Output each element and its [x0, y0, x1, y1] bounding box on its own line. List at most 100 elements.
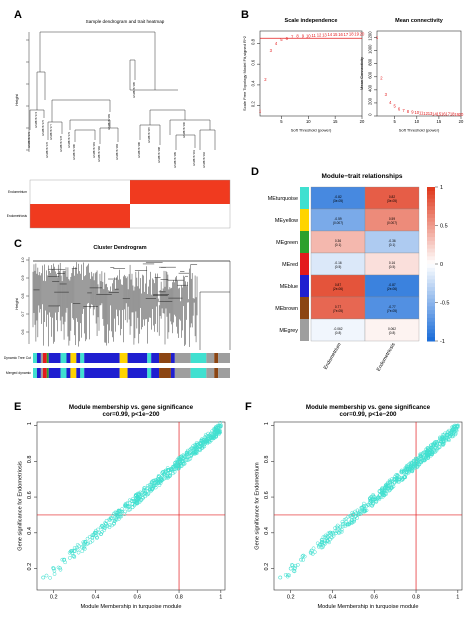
gene-point [368, 498, 373, 503]
legend-gradient [427, 252, 435, 257]
gene-point [160, 477, 164, 482]
data-point: 17 [445, 112, 450, 117]
data-point: 2 [380, 76, 383, 81]
gene-point [173, 464, 178, 469]
gene-point [218, 424, 223, 429]
heatmap-cell [130, 180, 230, 204]
data-point: 8 [407, 109, 410, 114]
x-axis-label: Module Membership in turquoise module [80, 604, 181, 610]
leaf-label: GSM6757181 [92, 141, 96, 158]
y-tick-label: 0.2 [251, 101, 256, 107]
legend-gradient [427, 260, 435, 265]
x-tick-label: 5 [394, 119, 397, 124]
gene-point [94, 531, 99, 535]
module-color-swatch [300, 253, 309, 275]
legend-gradient [427, 321, 435, 327]
gene-point [372, 497, 377, 502]
gene-point [130, 502, 135, 506]
gene-point [404, 470, 409, 475]
gene-point [145, 484, 150, 488]
module-color-bar [80, 353, 85, 363]
gene-point [48, 575, 52, 580]
gene-point [412, 462, 416, 467]
data-point: 7 [402, 108, 405, 113]
gene-point [369, 499, 374, 504]
cluster-dendrogram: Cluster Dendrogram 1.0 0.9 0.8 0.7 0.6 Height D… [4, 245, 231, 378]
gene-point [206, 434, 211, 439]
gene-point [351, 512, 356, 517]
module-color-bar [174, 368, 191, 378]
y-axis-label: Height [14, 297, 19, 309]
module-color-swatch [300, 319, 309, 341]
cell-pvalue: (0.1) [335, 243, 342, 247]
module-color-bar [127, 353, 148, 363]
gene-point [438, 441, 442, 446]
legend-gradient [427, 194, 435, 200]
legend-gradient [427, 290, 435, 296]
gene-point [140, 495, 144, 499]
gene-point [156, 475, 161, 480]
legend-gradient [427, 287, 435, 292]
heatmap-cell [130, 204, 230, 228]
data-point: 3 [270, 48, 273, 53]
gene-point [371, 494, 376, 498]
chart-title: Scale independence [285, 18, 338, 24]
panel-label-d: D [251, 166, 259, 178]
gene-point [425, 446, 430, 450]
module-color-bar [36, 353, 41, 363]
gene-point [410, 461, 414, 466]
legend-gradient [427, 271, 435, 277]
gene-point [102, 525, 107, 530]
gene-point [104, 522, 108, 526]
gene-point [407, 466, 412, 471]
module-color-bar [42, 368, 47, 378]
legend-gradient [427, 317, 435, 323]
module-color-bar [151, 368, 160, 378]
module-color-bar [60, 353, 67, 363]
data-point: 6 [286, 36, 289, 41]
gene-point [67, 550, 72, 555]
gene-point [323, 542, 327, 546]
y-tick-label: 1.0 [21, 258, 25, 263]
gene-point [350, 520, 354, 525]
gene-point [174, 466, 179, 471]
cell-value: -0.062 [333, 327, 342, 331]
data-point: 10 [306, 34, 311, 39]
trait-label: Endometrium [8, 190, 27, 194]
cell-value: 0.77 [335, 305, 341, 309]
gene-point [167, 473, 172, 477]
y-tick-label: 0.8 [251, 38, 256, 44]
legend-gradient [427, 198, 435, 203]
gene-point [69, 548, 74, 553]
plot-frame [259, 30, 363, 117]
gene-point [390, 477, 394, 481]
gene-point [156, 478, 160, 483]
cell-value: -0.87 [388, 283, 395, 287]
module-color-bar [159, 368, 171, 378]
cell-value: -0.59 [334, 217, 341, 221]
gene-point [138, 498, 142, 503]
cell-value: 0.062 [388, 327, 396, 331]
gene-point [58, 567, 63, 572]
gene-point [126, 508, 131, 512]
gene-point [214, 434, 219, 439]
gene-point [122, 512, 127, 517]
y-tick-label: 0.6 [27, 491, 33, 499]
module-color-bar [174, 353, 191, 363]
gene-point [119, 509, 124, 514]
mm-gs-scatter-endometrium: Module membership vs. gene significancec… [255, 404, 463, 610]
gene-point [181, 461, 185, 466]
data-point: 13 [428, 111, 433, 116]
leaf-label: GSM6757190 [182, 121, 186, 138]
gene-point [385, 481, 390, 485]
module-color-bar [218, 353, 230, 363]
gene-point [72, 546, 77, 550]
module-color-swatch [300, 297, 309, 319]
gene-point [179, 454, 184, 459]
gene-point [44, 573, 49, 578]
gene-point [213, 425, 218, 429]
gene-point [331, 532, 336, 536]
x-tick-label: 10 [414, 119, 419, 124]
gene-point [68, 549, 73, 554]
gene-point [292, 569, 297, 574]
